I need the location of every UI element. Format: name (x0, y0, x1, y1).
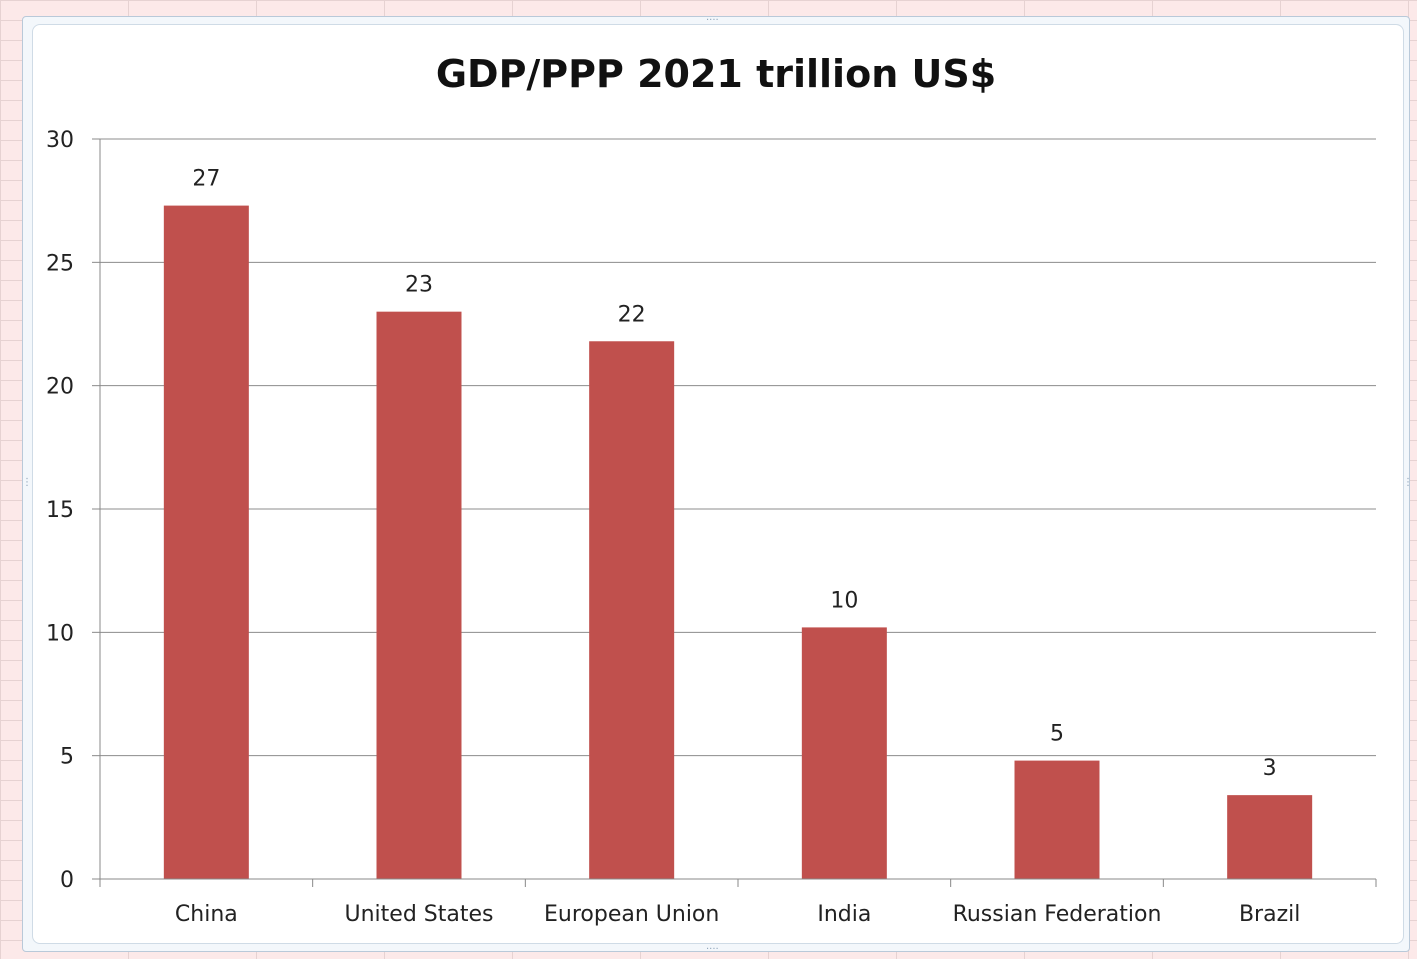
x-tick-label: India (817, 902, 871, 927)
gridlines (100, 138, 1376, 757)
bars (163, 205, 1313, 880)
bar (801, 627, 887, 879)
data-label: 10 (830, 588, 858, 613)
y-tick-label: 5 (60, 745, 74, 770)
bar (1227, 795, 1313, 879)
resize-handle-top[interactable]: ···· (706, 15, 719, 26)
axes (92, 138, 1377, 887)
x-tick-label: China (175, 902, 238, 927)
y-tick-label: 25 (46, 251, 74, 276)
y-tick-label: 30 (46, 128, 74, 153)
bar (163, 205, 249, 880)
bar (589, 341, 675, 879)
data-label: 3 (1263, 756, 1277, 781)
y-tick-label: 0 (60, 868, 74, 893)
data-label: 27 (192, 167, 220, 192)
data-label: 5 (1050, 722, 1064, 747)
y-tick-label: 10 (46, 621, 74, 646)
x-tick-label: European Union (544, 902, 719, 927)
resize-handle-right[interactable]: ⋮ (1403, 477, 1413, 488)
labels: 0 5 10 15 20 25 30 27 China 23 United States 22 Euro… (46, 128, 1300, 927)
bar (376, 311, 462, 880)
chart-title: GDP/PPP 2021 trillion US$ (435, 52, 997, 96)
x-tick-label: Russian Federation (953, 902, 1162, 927)
x-tick-label: Brazil (1239, 902, 1300, 927)
x-tick-label: United States (345, 902, 494, 927)
data-label: 23 (405, 273, 433, 298)
y-tick-label: 15 (46, 498, 74, 523)
chart-area[interactable] (32, 24, 1404, 944)
bar (1014, 760, 1100, 879)
y-tick-label: 20 (46, 375, 74, 400)
resize-handle-left[interactable]: ⋮ (22, 477, 32, 488)
data-label: 22 (618, 302, 646, 327)
resize-handle-bottom[interactable]: ···· (706, 944, 719, 955)
